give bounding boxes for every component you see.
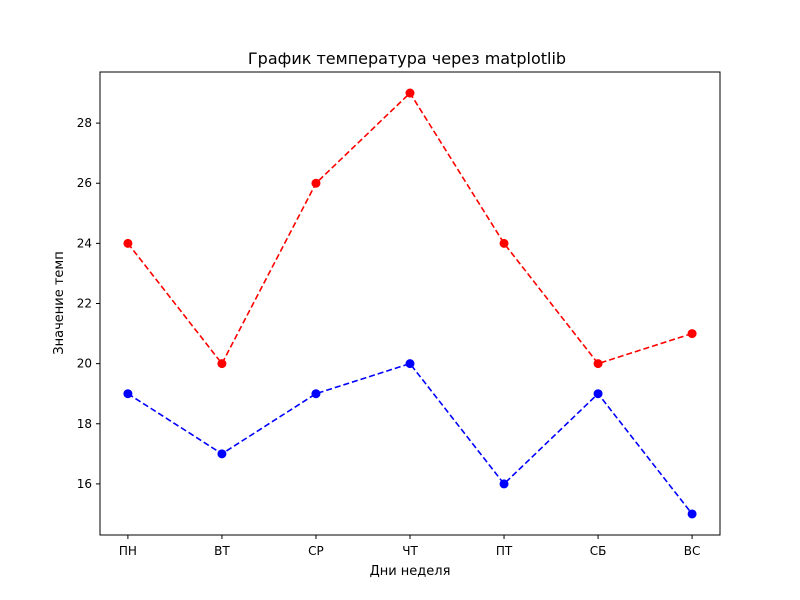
x-tick-label: ВС	[684, 544, 701, 558]
series-2-point	[499, 479, 509, 489]
series-2-line	[127, 362, 693, 515]
series-1-line	[127, 91, 693, 366]
series-1-point	[687, 329, 697, 339]
series-2-point	[123, 389, 133, 399]
x-tick-label: СР	[308, 544, 324, 558]
series-2-point	[217, 449, 227, 459]
series-1-point	[499, 238, 509, 248]
x-tick-label: ЧТ	[402, 544, 418, 558]
y-tick-label: 16	[77, 477, 92, 491]
series-2-point	[593, 389, 603, 399]
chart-title: График температура через matplotlib	[248, 49, 566, 68]
x-tick-label: СБ	[590, 544, 607, 558]
series-1-point	[123, 238, 133, 248]
y-tick-label: 24	[77, 236, 92, 250]
series-2-point	[687, 509, 697, 519]
y-tick-label: 20	[77, 357, 92, 371]
plot-frame	[99, 71, 721, 536]
x-axis: ПН ВТ СР ЧТ ПТ СБ ВС	[119, 535, 701, 558]
y-tick-label: 26	[77, 176, 92, 190]
series-1-point	[217, 359, 227, 369]
y-axis-title: Значение темп	[52, 251, 67, 354]
series-2-point	[405, 359, 415, 369]
x-tick-label: ПТ	[496, 544, 513, 558]
x-tick-label: ПН	[119, 544, 137, 558]
x-tick-label: ВТ	[214, 544, 230, 558]
series-1-point	[311, 178, 321, 188]
x-axis-title: Дни неделя	[370, 564, 451, 579]
series-2-point	[311, 389, 321, 399]
series-1-point	[405, 88, 415, 98]
y-tick-label: 28	[77, 116, 92, 130]
y-tick-label: 18	[77, 417, 92, 431]
y-axis: 16 18 20 22 24 26 28	[77, 116, 100, 491]
series-1-point	[593, 359, 603, 369]
plot-marks	[123, 88, 697, 519]
y-tick-label: 22	[77, 297, 92, 311]
